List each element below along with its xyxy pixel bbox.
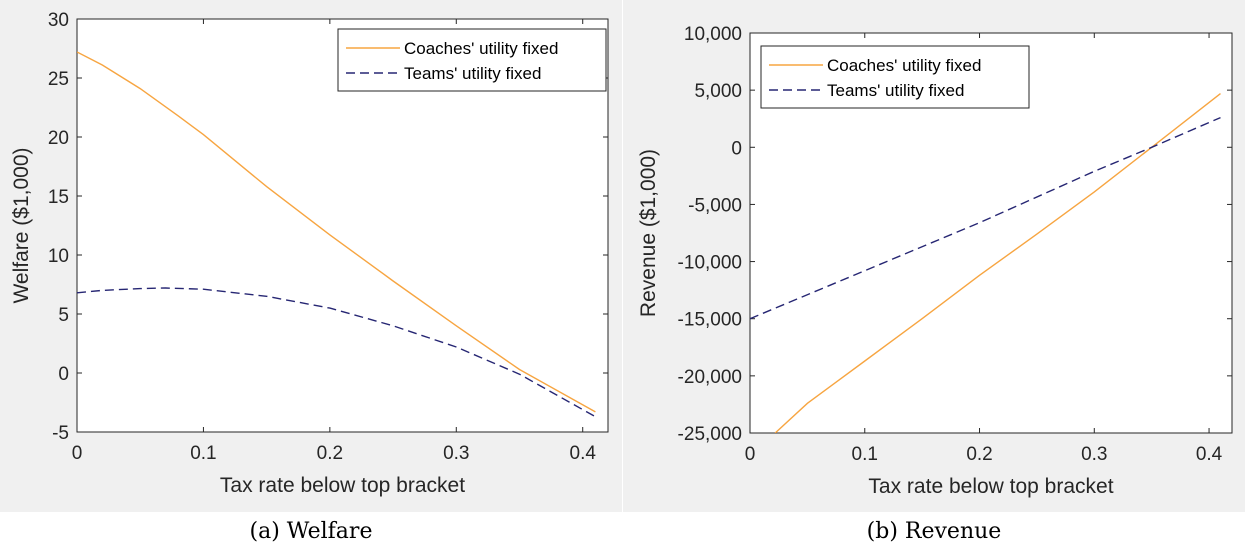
series-line-coaches bbox=[774, 93, 1221, 433]
x-tick-label: 0.1 bbox=[852, 444, 878, 465]
legend-label: Teams' utility fixed bbox=[404, 64, 541, 83]
y-tick-label: 20 bbox=[48, 128, 69, 149]
x-tick-label: 0.2 bbox=[317, 443, 343, 464]
revenue-caption: (b) Revenue bbox=[866, 519, 1002, 544]
welfare-caption: (a) Welfare bbox=[249, 519, 373, 544]
x-axis-label: Tax rate below top bracket bbox=[868, 475, 1113, 498]
y-tick-label: 0 bbox=[731, 138, 742, 159]
y-axis-label: Welfare ($1,000) bbox=[10, 147, 33, 303]
x-tick-label: 0.4 bbox=[1196, 444, 1223, 465]
revenue-chart: 0 0.1 0.2 0.3 0.4 -25,000 -20,000 -15,000 -10,00… bbox=[623, 0, 1245, 512]
x-tick-label: 0 bbox=[745, 444, 756, 465]
legend-box bbox=[760, 45, 1030, 109]
y-tick-label: -10,000 bbox=[678, 253, 742, 274]
y-tick-label: -25,000 bbox=[678, 424, 742, 445]
x-axis-label: Tax rate below top bracket bbox=[220, 474, 465, 497]
x-tick-label: 0.3 bbox=[443, 443, 469, 464]
x-tick-label: 0.1 bbox=[190, 443, 216, 464]
y-axis-label: Revenue ($1,000) bbox=[637, 149, 660, 317]
y-tick-label: 25 bbox=[48, 69, 69, 90]
legend-box bbox=[337, 28, 607, 92]
y-tick-label: 10 bbox=[48, 246, 69, 267]
legend-label: Coaches' utility fixed bbox=[827, 56, 981, 75]
y-tick-label: 5,000 bbox=[694, 81, 742, 102]
y-tick-label: 30 bbox=[48, 10, 69, 31]
y-tick-label: 0 bbox=[58, 364, 69, 385]
y-tick-label: 10,000 bbox=[684, 24, 742, 45]
y-tick-label: -20,000 bbox=[678, 367, 742, 388]
x-tick-label: 0 bbox=[72, 443, 83, 464]
y-tick-label: -5 bbox=[52, 423, 69, 444]
y-tick-label: -15,000 bbox=[678, 310, 742, 331]
series-line-teams bbox=[77, 287, 596, 418]
legend-label: Coaches' utility fixed bbox=[404, 39, 558, 58]
series-line-teams bbox=[750, 116, 1221, 320]
y-tick-label: 15 bbox=[48, 187, 69, 208]
x-tick-label: 0.4 bbox=[570, 443, 597, 464]
series-line-coaches bbox=[77, 51, 596, 413]
welfare-panel: 0 0.1 0.2 0.3 0.4 -5 0 5 10 15 20 25 30 Tax rate belo… bbox=[0, 0, 622, 554]
y-tick-label: -5,000 bbox=[688, 195, 742, 216]
legend-label: Teams' utility fixed bbox=[827, 81, 964, 100]
y-tick-label: 5 bbox=[58, 305, 69, 326]
x-tick-label: 0.3 bbox=[1081, 444, 1107, 465]
x-tick-label: 0.2 bbox=[966, 444, 992, 465]
revenue-panel: 0 0.1 0.2 0.3 0.4 -25,000 -20,000 -15,000 -10,00… bbox=[623, 0, 1245, 554]
